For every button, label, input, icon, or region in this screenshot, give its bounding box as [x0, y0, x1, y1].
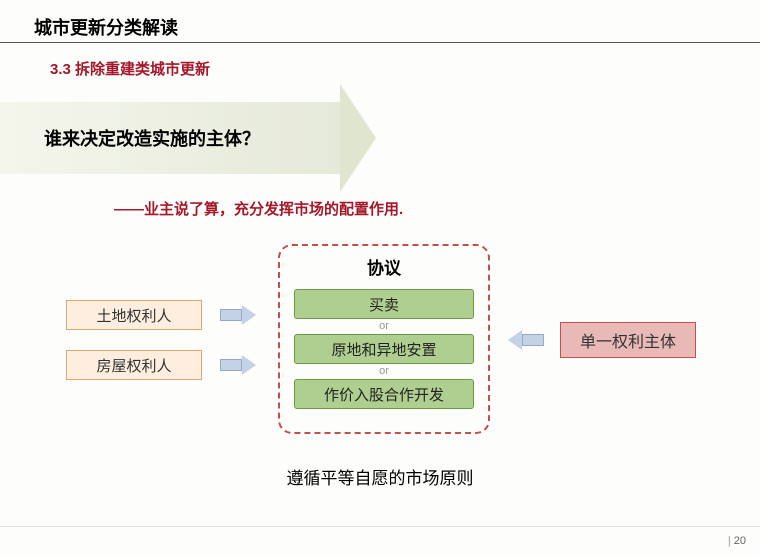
left-box-house-owner: 房屋权利人	[66, 350, 202, 380]
banner-arrow-head	[340, 84, 376, 192]
left-box-land-owner: 土地权利人	[66, 300, 202, 330]
agreement-title: 协议	[280, 254, 488, 279]
separator-text: or	[280, 366, 488, 377]
right-box-single-entity: 单一权利主体	[560, 322, 696, 358]
banner-shape: 谁来决定改造实施的主体？	[0, 102, 340, 174]
option-buy-sell: 买卖	[294, 289, 474, 319]
arrow-right-icon	[220, 355, 256, 375]
page-number: 20	[728, 535, 746, 547]
principle-text: 遵循平等自愿的市场原则	[0, 464, 760, 489]
arrow-right-icon	[220, 305, 256, 325]
question-text: 谁来决定改造实施的主体？	[44, 125, 260, 151]
title-underline	[0, 42, 760, 43]
arrow-left-icon	[508, 330, 544, 350]
answer-text: ——业主说了算，充分发挥市场的配置作用.	[114, 198, 403, 219]
page-title: 城市更新分类解读	[34, 14, 178, 40]
question-banner: 谁来决定改造实施的主体？	[0, 102, 340, 174]
agreement-container: 协议 买卖 or 原地和异地安置 or 作价入股合作开发	[278, 244, 490, 434]
section-subtitle: 3.3 拆除重建类城市更新	[50, 58, 210, 79]
footer-divider	[0, 526, 760, 527]
option-relocation: 原地和异地安置	[294, 334, 474, 364]
option-equity: 作价入股合作开发	[294, 379, 474, 409]
separator-text: or	[280, 321, 488, 332]
